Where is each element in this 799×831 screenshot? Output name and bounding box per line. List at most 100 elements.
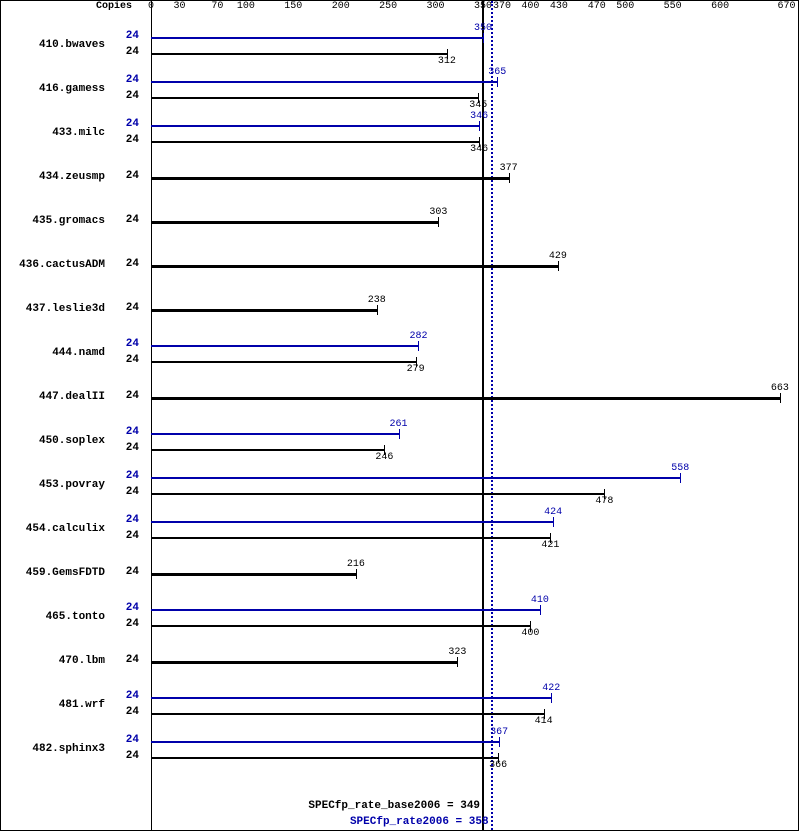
base-bar	[151, 53, 447, 55]
peak-bar-cap	[540, 605, 541, 615]
base-bar-cap	[509, 173, 510, 183]
peak-value-label: 261	[390, 419, 408, 430]
peak-bar	[151, 81, 497, 83]
base-value-label: 312	[438, 56, 456, 67]
base-bar	[151, 97, 478, 99]
x-tick-label: 500	[615, 1, 635, 12]
x-tick-label: 200	[331, 1, 351, 12]
peak-copies: 24	[111, 690, 139, 702]
base-bar	[151, 537, 550, 539]
x-tick-label: 600	[710, 1, 730, 12]
benchmark-name: 447.dealII	[1, 391, 105, 403]
reference-line	[482, 1, 484, 830]
base-value-label: 663	[771, 383, 789, 394]
peak-value-label: 367	[490, 727, 508, 738]
footer-base-label: SPECfp_rate_base2006 = 349	[1, 800, 480, 812]
x-tick-label: 300	[426, 1, 446, 12]
base-copies: 24	[111, 618, 139, 630]
base-copies: 24	[111, 390, 139, 402]
base-copies: 24	[111, 170, 139, 182]
base-value-label: 346	[470, 144, 488, 155]
peak-bar	[151, 125, 479, 127]
peak-copies: 24	[111, 426, 139, 438]
peak-bar-cap	[551, 693, 552, 703]
x-tick-label: 370	[492, 1, 512, 12]
benchmark-name: 470.lbm	[1, 655, 105, 667]
x-tick-label: 70	[210, 1, 224, 12]
peak-bar-cap	[418, 341, 419, 351]
spec-chart: Copies0307010015020025030035037040043047…	[0, 0, 799, 831]
benchmark-name: 459.GemsFDTD	[1, 567, 105, 579]
base-copies: 24	[111, 750, 139, 762]
x-tick-label: 30	[172, 1, 186, 12]
peak-bar-cap	[399, 429, 400, 439]
x-tick-label: 250	[378, 1, 398, 12]
benchmark-name: 444.namd	[1, 347, 105, 359]
base-copies: 24	[111, 354, 139, 366]
base-bar	[151, 573, 356, 576]
base-bar	[151, 141, 479, 143]
base-copies: 24	[111, 442, 139, 454]
peak-bar	[151, 741, 499, 743]
peak-copies: 24	[111, 338, 139, 350]
benchmark-name: 482.sphinx3	[1, 743, 105, 755]
base-bar	[151, 221, 438, 224]
peak-bar-cap	[680, 473, 681, 483]
base-bar	[151, 449, 384, 451]
base-copies: 24	[111, 654, 139, 666]
base-bar-cap	[356, 569, 357, 579]
footer-peak-label: SPECfp_rate2006 = 358	[1, 816, 489, 828]
base-copies: 24	[111, 214, 139, 226]
benchmark-name: 450.soplex	[1, 435, 105, 447]
peak-value-label: 410	[531, 595, 549, 606]
base-copies: 24	[111, 134, 139, 146]
base-copies: 24	[111, 486, 139, 498]
peak-value-label: 424	[544, 507, 562, 518]
base-copies: 24	[111, 90, 139, 102]
x-tick-label: 470	[587, 1, 607, 12]
base-copies: 24	[111, 258, 139, 270]
base-bar-cap	[558, 261, 559, 271]
peak-bar	[151, 521, 553, 523]
base-value-label: 323	[448, 647, 466, 658]
x-tick-label: 550	[663, 1, 683, 12]
base-bar	[151, 625, 530, 627]
peak-value-label: 346	[470, 111, 488, 122]
peak-copies: 24	[111, 470, 139, 482]
x-tick-label: 100	[236, 1, 256, 12]
peak-bar-cap	[479, 121, 480, 131]
base-bar-cap	[438, 217, 439, 227]
benchmark-name: 416.gamess	[1, 83, 105, 95]
base-value-label: 345	[469, 100, 487, 111]
base-value-label: 429	[549, 251, 567, 262]
base-value-label: 377	[500, 163, 518, 174]
peak-bar	[151, 609, 540, 611]
peak-copies: 24	[111, 734, 139, 746]
peak-copies: 24	[111, 30, 139, 42]
peak-copies: 24	[111, 74, 139, 86]
peak-bar-cap	[499, 737, 500, 747]
peak-value-label: 282	[409, 331, 427, 342]
benchmark-name: 433.milc	[1, 127, 105, 139]
benchmark-name: 453.povray	[1, 479, 105, 491]
base-value-label: 414	[535, 716, 553, 727]
peak-copies: 24	[111, 118, 139, 130]
base-bar	[151, 177, 509, 180]
x-tick-label: 150	[283, 1, 303, 12]
peak-copies: 24	[111, 514, 139, 526]
peak-bar	[151, 477, 680, 479]
benchmark-name: 437.leslie3d	[1, 303, 105, 315]
base-bar	[151, 757, 498, 759]
base-bar	[151, 661, 457, 664]
base-value-label: 400	[521, 628, 539, 639]
peak-value-label: 365	[488, 67, 506, 78]
benchmark-name: 410.bwaves	[1, 39, 105, 51]
peak-bar-cap	[553, 517, 554, 527]
x-tick-label: 670	[776, 1, 796, 12]
benchmark-name: 436.cactusADM	[1, 259, 105, 271]
base-bar	[151, 309, 377, 312]
base-value-label: 478	[595, 496, 613, 507]
copies-header: Copies	[96, 1, 132, 12]
base-copies: 24	[111, 706, 139, 718]
base-value-label: 303	[429, 207, 447, 218]
